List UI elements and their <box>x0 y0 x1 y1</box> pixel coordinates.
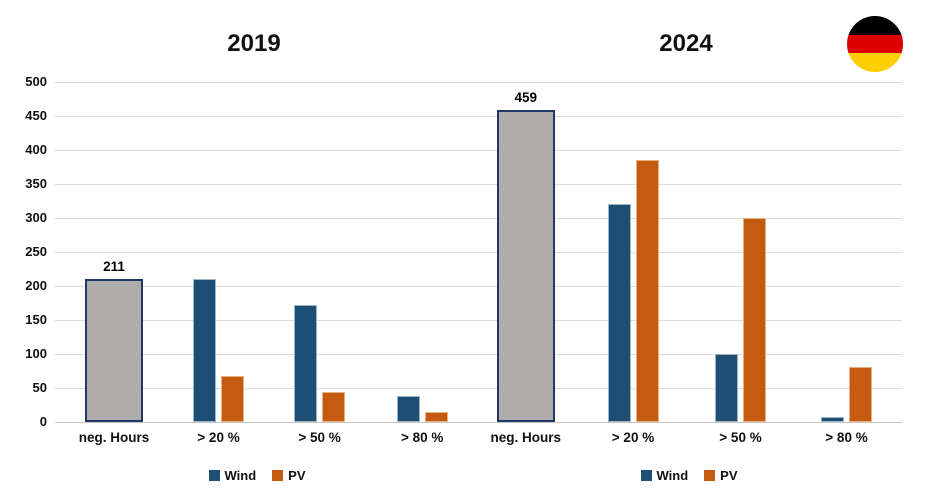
pv-bar-2019-> 20 % <box>221 375 244 422</box>
legend-swatch-wind-icon <box>208 469 220 481</box>
neg-hours-value-label-2024: 459 <box>514 89 538 105</box>
wind-bar-2024-> 80 % <box>821 416 844 422</box>
pv-bar-2024-> 80 % <box>849 366 872 422</box>
gridline-250 <box>55 251 902 253</box>
legend-item-pv: PV <box>704 467 738 483</box>
x-axis-label-2019-2: > 50 % <box>298 430 341 445</box>
legend-swatch-wind-icon <box>640 469 652 481</box>
x-axis-label-2024-3: > 80 % <box>825 430 868 445</box>
y-axis-tick-100: 100 <box>25 346 47 361</box>
y-axis-tick-0: 0 <box>39 414 47 429</box>
legend-2024: Wind PV <box>604 466 774 484</box>
gridline-150 <box>55 319 902 321</box>
gridline-50 <box>55 387 902 389</box>
gridline-500 <box>55 81 902 83</box>
x-axis-label-2019-neg-hours: neg. Hours <box>78 430 150 445</box>
x-axis-label-2024-2: > 50 % <box>719 430 762 445</box>
legend-item-wind: Wind <box>640 467 689 483</box>
neg-hours-value-label-2019: 211 <box>103 258 125 274</box>
legend-label-wind: Wind <box>656 467 689 483</box>
germany-flag-icon <box>847 16 903 72</box>
gridline-400 <box>55 149 902 151</box>
x-axis-label-2019-3: > 80 % <box>400 430 444 445</box>
legend-label-wind: Wind <box>224 467 257 483</box>
pv-bar-2024-> 50 % <box>743 218 766 422</box>
neg-hours-bar-2024 <box>496 109 555 422</box>
x-axis-label-2024-1: > 20 % <box>611 430 655 445</box>
y-axis-tick-200: 200 <box>25 278 47 293</box>
x-axis-label-2024-neg-hours: neg. Hours <box>490 430 562 445</box>
gridline-200 <box>55 285 902 287</box>
wind-bar-2019-> 20 % <box>193 279 216 422</box>
pv-bar-2019-> 80 % <box>424 411 448 422</box>
pv-bar-2024-> 20 % <box>635 160 659 422</box>
y-axis-tick-250: 250 <box>25 244 47 259</box>
flag-stripe-gold <box>847 53 903 72</box>
flag-stripe-black <box>847 16 903 35</box>
legend-swatch-pv-icon <box>704 469 716 481</box>
panel-title-2024: 2024 <box>659 30 713 57</box>
wind-bar-2024-> 50 % <box>715 354 738 422</box>
neg-hours-bar-2019 <box>85 278 143 422</box>
legend-label-pv: PV <box>288 467 306 483</box>
x-axis-label-2019-1: > 20 % <box>197 430 240 445</box>
pv-bar-2019-> 50 % <box>322 392 346 422</box>
y-axis-tick-150: 150 <box>25 312 47 327</box>
y-axis-tick-400: 400 <box>25 142 47 157</box>
wind-bar-2019-> 50 % <box>294 305 318 422</box>
y-axis-tick-350: 350 <box>25 176 47 191</box>
legend-item-wind: Wind <box>208 467 257 483</box>
y-axis-tick-300: 300 <box>25 210 47 225</box>
legend-label-pv: PV <box>720 467 738 483</box>
wind-bar-2024-> 20 % <box>607 204 631 422</box>
y-axis-tick-450: 450 <box>25 108 47 123</box>
wind-bar-2019-> 80 % <box>396 396 420 422</box>
gridline-300 <box>55 217 902 219</box>
legend-swatch-pv-icon <box>272 469 284 481</box>
flag-stripe-red <box>847 34 903 54</box>
legend-2019: Wind PV <box>172 466 342 484</box>
legend-item-pv: PV <box>272 467 306 483</box>
gridline-0 <box>55 421 902 423</box>
panel-title-2019: 2019 <box>227 30 281 57</box>
y-axis-tick-500: 500 <box>25 74 47 89</box>
gridline-450 <box>55 115 902 117</box>
gridline-350 <box>55 183 902 185</box>
y-axis-tick-50: 50 <box>32 380 47 395</box>
gridline-100 <box>55 353 902 355</box>
